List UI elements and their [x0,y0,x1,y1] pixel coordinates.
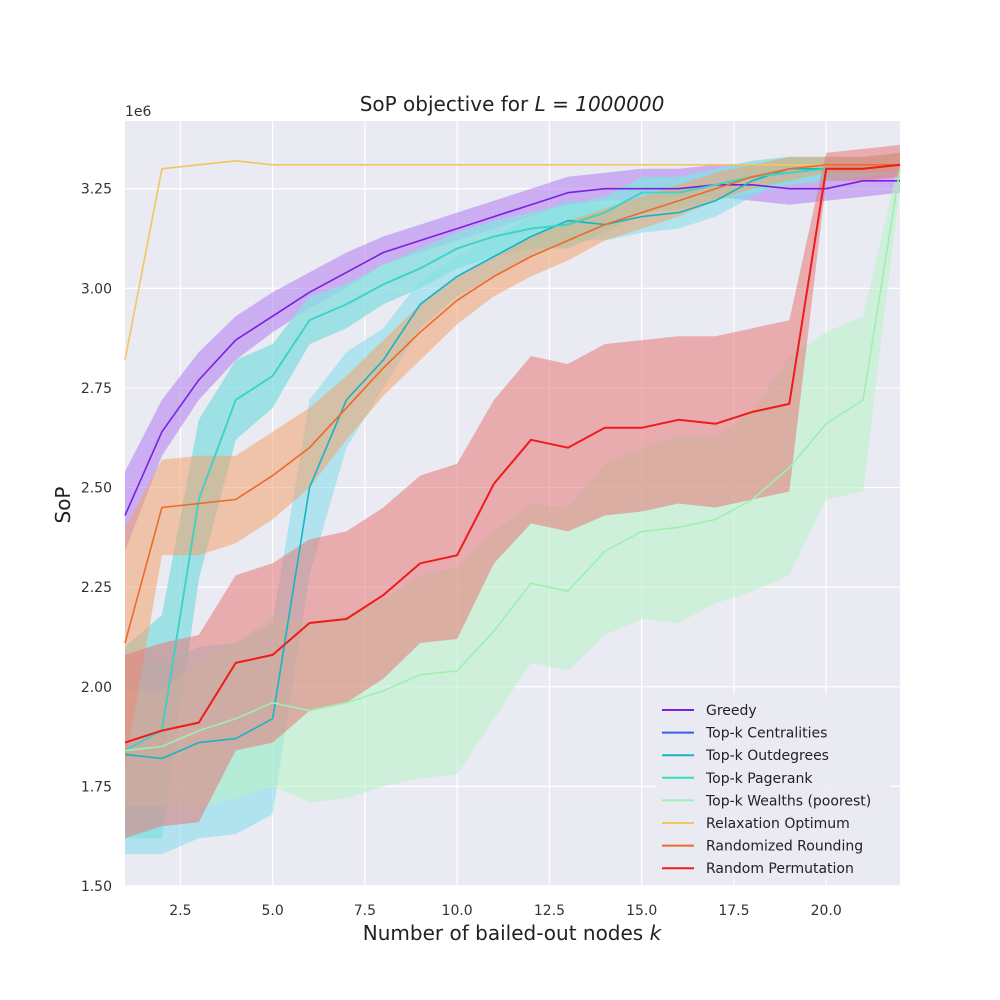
y-axis-label: SoP [51,487,75,524]
x-tick-label: 10.0 [442,903,473,919]
y-tick-label: 3.00 [81,281,112,297]
line-randomized-rounding [124,164,900,644]
x-tick-label: 5.0 [261,903,283,919]
x-axis-label: Number of bailed-out nodes k [363,921,663,945]
line-random-permutation [124,163,901,744]
legend: Greedy Top-k Centralities Top-k Outdegrees… [655,694,890,880]
band-top-k-pagerank [125,152,900,839]
y-tick-label: 1.50 [81,879,112,895]
x-tick-label: 17.5 [718,903,749,919]
legend-label-top-k-outdegrees: Top-k Outdegrees [705,748,829,764]
legend-box [655,694,890,880]
legend-label-relaxation-optimum: Relaxation Optimum [706,816,850,832]
y-tick-label: 2.50 [81,481,112,497]
legend-label-top-k-centralities: Top-k Centralities [705,726,827,742]
confidence-bands [125,144,900,855]
legend-label-greedy: Greedy [706,703,757,719]
series-lines [124,160,901,760]
x-tick-label: 2.5 [169,903,191,919]
x-tick-label: 12.5 [534,903,565,919]
line-top-k-wealths-poorest [124,168,901,752]
line-relaxation-optimum [124,160,900,361]
line-top-k-pagerank [124,164,901,752]
y-tick-label: 1.75 [81,779,112,795]
band-randomized-rounding [125,152,900,767]
y-tick-label: 2.75 [81,381,112,397]
band-random-permutation [125,144,900,839]
chart-title: SoP objective for L = 1000000 [360,92,665,116]
y-scale-label: 1e6 [125,104,152,120]
legend-label-randomized-rounding: Randomized Rounding [706,839,863,855]
y-tick-label: 3.25 [81,182,112,198]
y-tick-label: 2.25 [81,580,112,596]
x-tick-label: 20.0 [811,903,842,919]
y-tick-label: 2.00 [81,680,112,696]
x-tick-labels: 2.5 5.0 7.5 10.0 12.5 15.0 17.5 20.0 [169,903,842,919]
legend-label-top-k-wealths-poorest: Top-k Wealths (poorest) [705,793,871,809]
legend-label-random-permutation: Random Permutation [706,861,854,877]
x-tick-label: 15.0 [626,903,657,919]
line-greedy [124,180,900,516]
legend-label-top-k-pagerank: Top-k Pagerank [705,771,813,787]
x-tick-label: 7.5 [354,903,376,919]
y-tick-labels: 1.50 1.75 2.00 2.25 2.50 2.75 3.00 3.25 [81,182,112,895]
